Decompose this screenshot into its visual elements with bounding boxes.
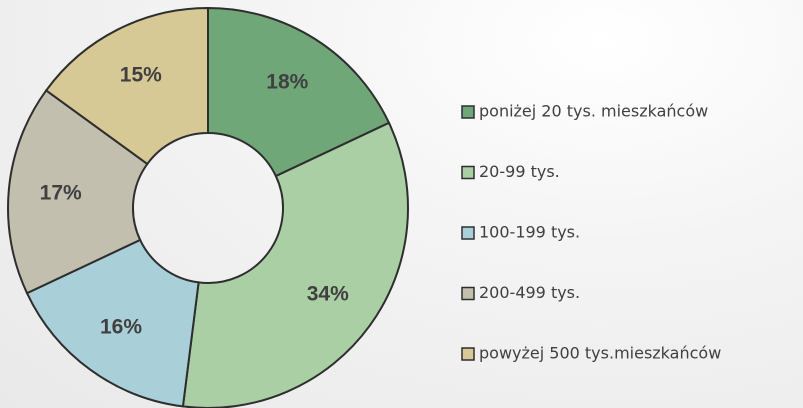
legend-label: 200-499 tys. — [479, 283, 580, 302]
legend-label: 100-199 tys. — [479, 223, 580, 242]
slice — [207, 6, 391, 178]
slice — [7, 89, 149, 295]
slice — [44, 6, 209, 166]
legend-label: 20-99 tys. — [479, 162, 560, 181]
slice — [25, 238, 200, 408]
data-label: 16% — [100, 315, 142, 338]
legend-label: poniżej 20 tys. mieszkańców — [479, 102, 708, 121]
data-label: 18% — [266, 71, 308, 94]
slice — [181, 121, 409, 408]
data-label: 17% — [40, 182, 82, 205]
legend-swatch — [461, 226, 475, 240]
legend-swatch — [461, 165, 475, 180]
legend-label: powyżej 500 tys.mieszkańców — [479, 344, 721, 363]
data-label: 15% — [120, 64, 162, 87]
legend-swatch — [461, 286, 475, 301]
legend-swatch — [461, 347, 475, 361]
data-label: 34% — [307, 283, 349, 306]
legend-swatch — [461, 105, 475, 119]
